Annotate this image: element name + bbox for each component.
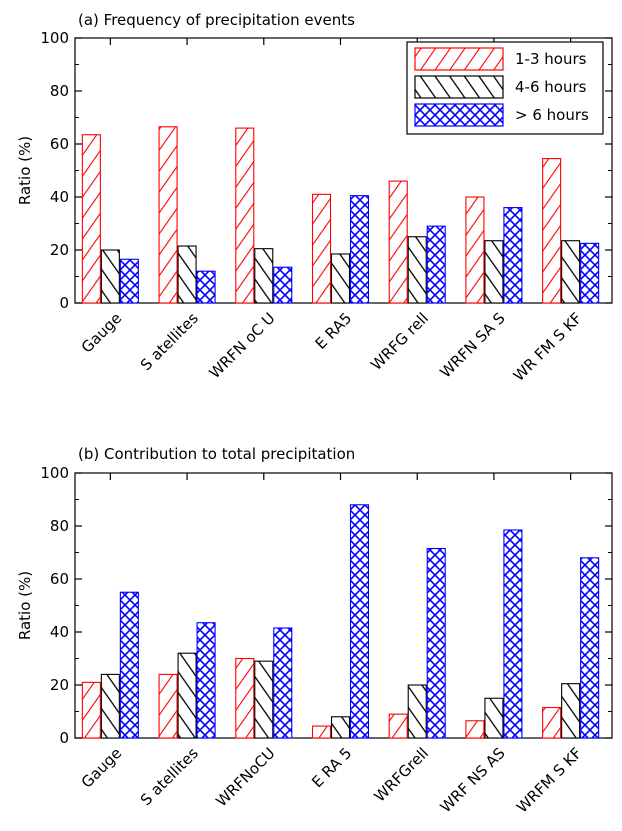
legend-swatch	[414, 47, 504, 71]
x-category-label: WRFGrell	[371, 744, 432, 805]
bar-crosshatch	[196, 270, 216, 304]
legend-label: > 6 hours	[515, 106, 589, 124]
bar-diagonal-backward	[407, 236, 427, 304]
bar-diagonal-forward	[81, 681, 101, 739]
bar-diagonal-forward	[388, 180, 408, 304]
y-tick-label: 80	[50, 82, 69, 100]
legend-label: 4-6 hours	[515, 78, 587, 96]
y-tick-label: 40	[50, 188, 69, 206]
bar-diagonal-backward	[561, 683, 581, 739]
x-category-label: WRFN oC U	[206, 309, 279, 382]
y-tick-label: 0	[59, 729, 69, 747]
x-category-label: WR FM S KF	[510, 309, 586, 385]
chart-title: (b) Contribution to total precipitation	[78, 445, 355, 463]
bar-crosshatch	[196, 622, 216, 739]
bar-crosshatch	[349, 504, 370, 739]
y-axis-label: Ratio (%)	[16, 571, 34, 640]
bar-diagonal-backward	[407, 684, 427, 739]
x-category-label: WRFM S KF	[513, 744, 585, 816]
bar-diagonal-backward	[177, 652, 197, 739]
bar-diagonal-forward	[542, 158, 562, 304]
y-tick-label: 20	[50, 676, 69, 694]
chart-title: (a) Frequency of precipitation events	[78, 11, 355, 29]
chart-panel-2: (b) Contribution to total precipitation 0…	[16, 445, 613, 816]
bar-crosshatch	[273, 266, 293, 304]
y-tick-label: 100	[40, 29, 69, 47]
bar-diagonal-forward	[158, 126, 178, 304]
bar-diagonal-backward	[177, 245, 197, 304]
bar-crosshatch	[503, 529, 523, 739]
x-category-label: E RA5	[312, 309, 356, 353]
bar-diagonal-forward	[465, 196, 485, 304]
x-category-label: WRFNoCU	[212, 744, 278, 810]
bar-diagonal-backward	[254, 660, 274, 739]
bar-diagonal-backward	[330, 716, 351, 739]
bar-diagonal-forward	[158, 673, 178, 739]
bar-diagonal-forward	[311, 193, 332, 304]
bar-diagonal-forward	[542, 706, 562, 739]
bar-diagonal-backward	[254, 248, 274, 304]
y-tick-label: 60	[50, 570, 69, 588]
legend-swatch	[414, 103, 504, 127]
bar-diagonal-backward	[100, 673, 120, 739]
bar-diagonal-forward	[311, 725, 332, 739]
x-category-label: S atellites	[137, 309, 202, 374]
bar-diagonal-backward	[561, 240, 581, 304]
bar-crosshatch	[426, 547, 446, 739]
bar-diagonal-forward	[465, 720, 485, 739]
bar-diagonal-forward	[235, 127, 255, 304]
bar-crosshatch	[273, 627, 293, 739]
bar-diagonal-forward	[235, 657, 255, 739]
legend-label: 1-3 hours	[515, 50, 587, 68]
y-tick-label: 0	[59, 294, 69, 312]
bar-crosshatch	[580, 242, 600, 304]
y-tick-label: 60	[50, 135, 69, 153]
bar-diagonal-forward	[388, 713, 408, 739]
x-category-label: WRF NS AS	[437, 744, 509, 816]
bar-crosshatch	[426, 225, 446, 304]
legend: 1-3 hours 4-6 hours > 6 hours	[406, 41, 604, 135]
bar-diagonal-backward	[484, 240, 504, 304]
chart-panel-1: (a) Frequency of precipitation events 0 20…	[16, 11, 613, 385]
bar-diagonal-backward	[330, 253, 351, 304]
bar-crosshatch	[580, 557, 600, 739]
y-tick-label: 40	[50, 623, 69, 641]
y-axis-label: Ratio (%)	[16, 136, 34, 205]
bar-crosshatch	[119, 591, 139, 739]
x-category-label: WRFN SA S	[436, 309, 508, 381]
x-category-label: Gauge	[78, 744, 125, 791]
legend-swatch	[414, 75, 504, 99]
x-category-label: E RA 5	[308, 744, 355, 791]
x-category-label: Gauge	[78, 309, 125, 356]
bar-crosshatch	[119, 258, 139, 304]
bar-diagonal-forward	[81, 134, 101, 304]
bar-diagonal-backward	[100, 249, 120, 304]
y-tick-label: 100	[40, 464, 69, 482]
y-tick-label: 20	[50, 241, 69, 259]
plot-frame	[74, 472, 613, 739]
bar-crosshatch	[503, 207, 523, 304]
bar-diagonal-backward	[484, 697, 504, 739]
x-category-label: S atellites	[137, 744, 202, 809]
y-tick-label: 80	[50, 517, 69, 535]
bar-crosshatch	[349, 195, 370, 304]
x-category-label: WRFG rell	[367, 309, 432, 374]
